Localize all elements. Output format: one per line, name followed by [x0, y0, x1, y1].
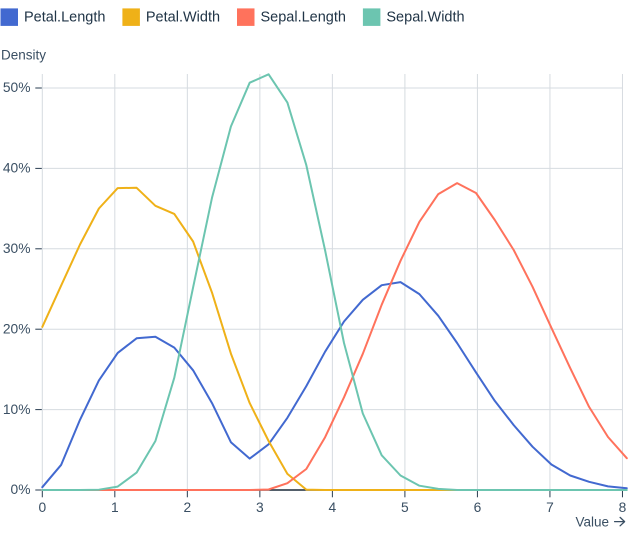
svg-text:Sepal.Length: Sepal.Length — [261, 10, 346, 26]
svg-text:20%: 20% — [3, 321, 31, 336]
svg-text:3: 3 — [256, 500, 264, 515]
svg-text:5: 5 — [401, 500, 409, 515]
svg-text:Sepal.Width: Sepal.Width — [386, 10, 464, 26]
svg-text:1: 1 — [111, 500, 119, 515]
svg-text:30%: 30% — [3, 241, 31, 256]
svg-text:Density: Density — [1, 48, 46, 63]
svg-text:2: 2 — [183, 500, 191, 515]
svg-text:7: 7 — [546, 500, 554, 515]
svg-text:40%: 40% — [3, 161, 31, 176]
svg-text:6: 6 — [474, 500, 482, 515]
svg-text:0%: 0% — [11, 482, 31, 497]
svg-text:0: 0 — [38, 500, 46, 515]
svg-text:Petal.Width: Petal.Width — [146, 10, 220, 26]
svg-text:4: 4 — [329, 500, 337, 515]
svg-text:Value: Value — [575, 515, 609, 530]
svg-text:8: 8 — [619, 500, 627, 515]
svg-text:50%: 50% — [3, 80, 31, 95]
svg-text:Petal.Length: Petal.Length — [24, 10, 105, 26]
svg-text:10%: 10% — [3, 402, 31, 417]
